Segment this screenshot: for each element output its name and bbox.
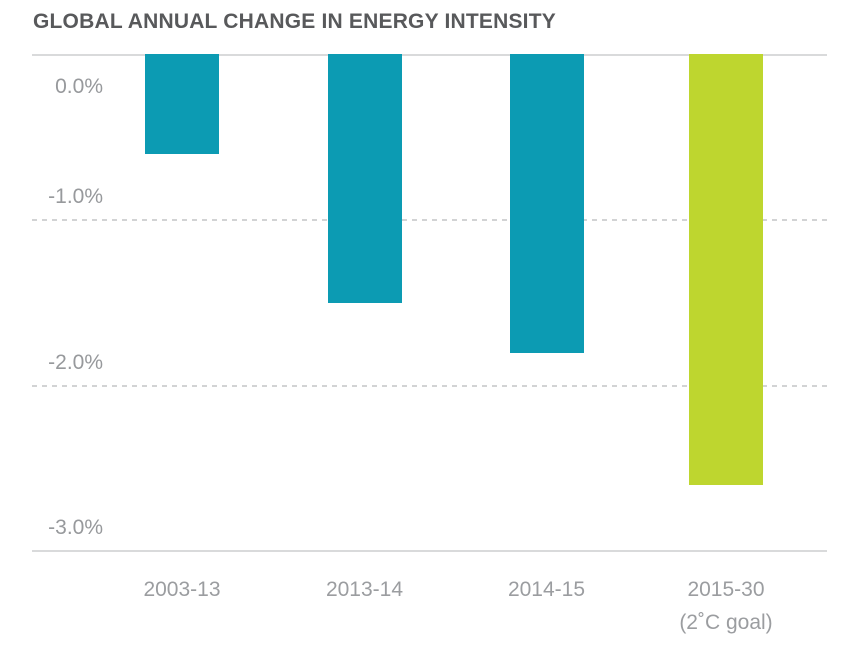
- gridline-2-0: [32, 384, 827, 387]
- bar-2014-15: [509, 54, 584, 353]
- x-tick-label-2013-14: 2013-14: [255, 573, 475, 606]
- x-tick-label-year: 2015-30: [687, 578, 765, 601]
- x-tick-sublabel-goal: (2˚C goal): [679, 611, 773, 634]
- x-tick-label-year: 2003-13: [143, 578, 221, 601]
- x-tick-label-2015-30: 2015-30 (2˚C goal): [616, 573, 836, 639]
- gridline-1-0: [32, 219, 827, 222]
- y-tick-label-3-0: -3.0%: [48, 516, 103, 539]
- y-tick-label-2-0: -2.0%: [48, 350, 103, 374]
- x-tick-label-year: 2013-14: [325, 578, 404, 601]
- bar-2015-30: [689, 54, 763, 485]
- x-tick-label-2014-15: 2014-15: [437, 573, 657, 606]
- y-tick-label-1-0: -1.0%: [48, 185, 103, 209]
- chart-title: GLOBAL ANNUAL CHANGE IN ENERGY INTENSITY: [33, 10, 556, 33]
- bar-2003-13: [145, 54, 219, 155]
- y-tick-label-0-0: 0.0%: [55, 75, 103, 98]
- gridline-3-0: [32, 550, 827, 552]
- x-tick-label-year: 2014-15: [507, 578, 586, 601]
- bar-2013-14: [327, 54, 402, 303]
- x-tick-label-2003-13: 2003-13: [72, 573, 292, 606]
- gridline-0-0: [32, 54, 827, 56]
